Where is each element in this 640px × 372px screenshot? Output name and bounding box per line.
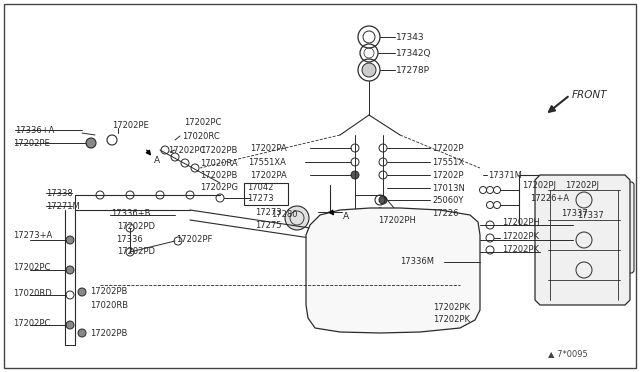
Circle shape bbox=[351, 171, 359, 179]
Text: 17202PK: 17202PK bbox=[502, 231, 539, 241]
Circle shape bbox=[86, 138, 96, 148]
Text: 17202P: 17202P bbox=[432, 170, 463, 180]
Text: 17202PK: 17202PK bbox=[433, 302, 470, 311]
Text: 17202PE: 17202PE bbox=[13, 138, 50, 148]
Circle shape bbox=[362, 63, 376, 77]
Text: 17202PG: 17202PG bbox=[200, 183, 238, 192]
Circle shape bbox=[324, 212, 336, 224]
Circle shape bbox=[285, 206, 309, 230]
Circle shape bbox=[78, 329, 86, 337]
Text: 17371M: 17371M bbox=[488, 170, 522, 180]
Text: 17202PA: 17202PA bbox=[250, 170, 287, 180]
FancyBboxPatch shape bbox=[570, 182, 634, 273]
Text: 17202PB: 17202PB bbox=[90, 328, 127, 337]
Text: 17226: 17226 bbox=[432, 208, 458, 218]
Text: 17271M: 17271M bbox=[46, 202, 80, 211]
Text: ▲ 7*0095: ▲ 7*0095 bbox=[548, 350, 588, 359]
Text: 17343: 17343 bbox=[396, 32, 424, 42]
Text: 17336+B: 17336+B bbox=[111, 208, 150, 218]
Text: 17551XA: 17551XA bbox=[248, 157, 286, 167]
Circle shape bbox=[66, 266, 74, 274]
Text: 17202PJ: 17202PJ bbox=[565, 180, 599, 189]
Text: 17202PB: 17202PB bbox=[200, 170, 237, 180]
Circle shape bbox=[78, 288, 86, 296]
Text: 17202PE: 17202PE bbox=[112, 121, 148, 129]
Text: 17202PB: 17202PB bbox=[90, 288, 127, 296]
Text: 17337: 17337 bbox=[577, 211, 604, 219]
Text: 17275: 17275 bbox=[255, 221, 282, 230]
Circle shape bbox=[66, 321, 74, 329]
Text: 17042: 17042 bbox=[247, 183, 273, 192]
Text: 17202P: 17202P bbox=[432, 144, 463, 153]
Text: 17202PA: 17202PA bbox=[250, 144, 287, 153]
Text: 17336+A: 17336+A bbox=[15, 125, 54, 135]
Text: 17273: 17273 bbox=[255, 208, 282, 217]
Circle shape bbox=[418, 253, 462, 297]
Text: 17013N: 17013N bbox=[432, 183, 465, 192]
Text: 17338: 17338 bbox=[46, 189, 73, 198]
Circle shape bbox=[379, 196, 387, 204]
Text: 25060Y: 25060Y bbox=[432, 196, 463, 205]
Text: FRONT: FRONT bbox=[572, 90, 607, 100]
Text: 17273: 17273 bbox=[247, 193, 274, 202]
Text: 17202PD: 17202PD bbox=[117, 221, 155, 231]
Text: 17020RD: 17020RD bbox=[13, 289, 52, 298]
Text: 17342Q: 17342Q bbox=[396, 48, 431, 58]
Text: 17202PH: 17202PH bbox=[502, 218, 540, 227]
Text: 17202PK: 17202PK bbox=[433, 315, 470, 324]
Text: 17278P: 17278P bbox=[396, 65, 430, 74]
Text: 17551X: 17551X bbox=[432, 157, 464, 167]
Text: 17202PC: 17202PC bbox=[13, 263, 51, 273]
Text: 17202PF: 17202PF bbox=[176, 234, 212, 244]
Text: 17020RB: 17020RB bbox=[90, 301, 128, 310]
Text: 17273+A: 17273+A bbox=[13, 231, 52, 240]
Text: 17202PH: 17202PH bbox=[378, 215, 416, 224]
Text: 17226+A: 17226+A bbox=[530, 193, 569, 202]
Text: A: A bbox=[343, 212, 349, 221]
Circle shape bbox=[66, 236, 74, 244]
Text: 17202PC: 17202PC bbox=[168, 145, 205, 154]
Circle shape bbox=[436, 316, 444, 324]
Text: 17280: 17280 bbox=[271, 209, 298, 218]
Text: A: A bbox=[154, 155, 160, 164]
Text: 17202PB: 17202PB bbox=[200, 145, 237, 154]
Text: 17337: 17337 bbox=[561, 208, 588, 218]
Text: 17336M: 17336M bbox=[400, 257, 434, 266]
Bar bbox=[244, 183, 288, 205]
Text: 17202PK: 17202PK bbox=[502, 244, 539, 253]
Text: 17202PD: 17202PD bbox=[117, 247, 155, 256]
Text: 17202PC: 17202PC bbox=[13, 318, 51, 327]
Bar bbox=[519, 175, 624, 225]
Polygon shape bbox=[306, 208, 480, 333]
Text: 17020RC: 17020RC bbox=[182, 131, 220, 141]
Polygon shape bbox=[535, 175, 630, 305]
Text: 17020RA: 17020RA bbox=[200, 158, 237, 167]
Circle shape bbox=[436, 258, 444, 266]
Text: 17202PC: 17202PC bbox=[184, 118, 221, 126]
Text: 17336: 17336 bbox=[116, 234, 143, 244]
Text: 17202PJ: 17202PJ bbox=[522, 180, 556, 189]
Circle shape bbox=[327, 247, 383, 303]
